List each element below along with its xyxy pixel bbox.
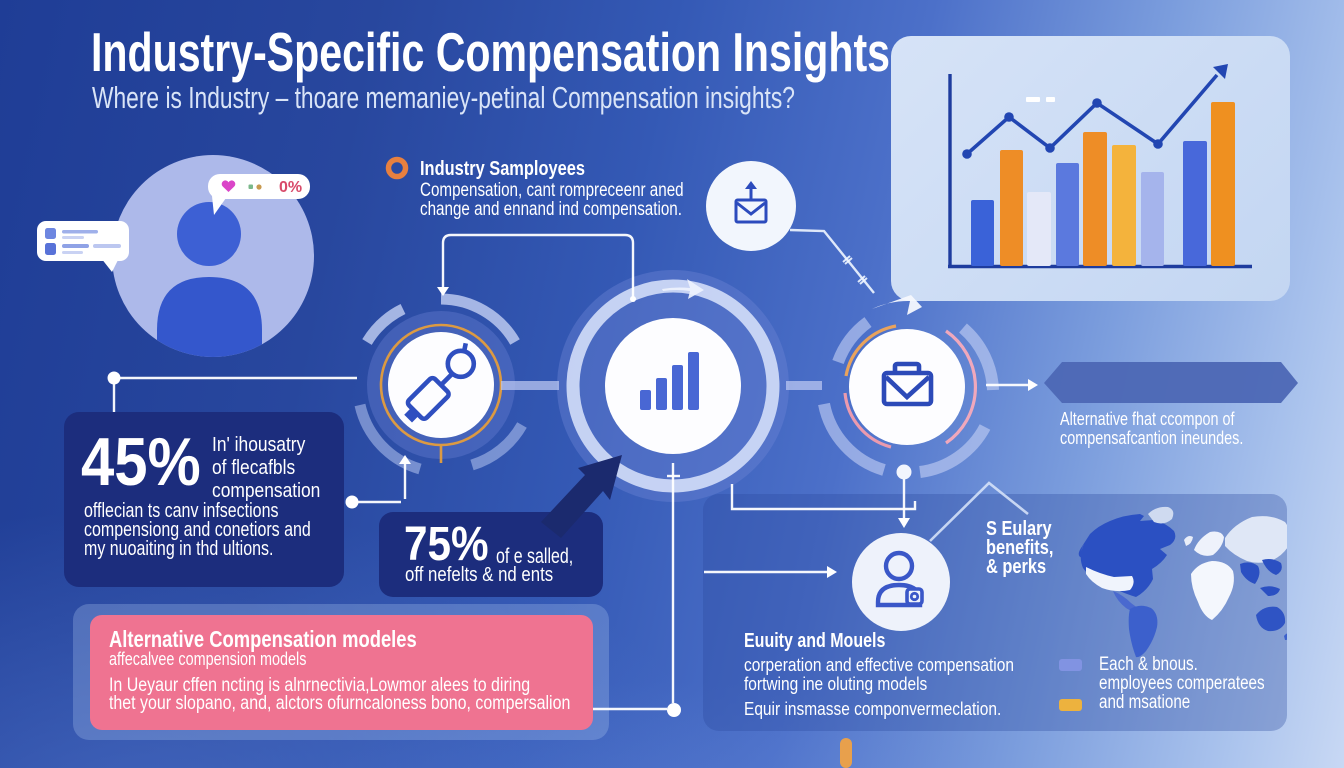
svg-text:0%: 0% bbox=[279, 179, 302, 196]
